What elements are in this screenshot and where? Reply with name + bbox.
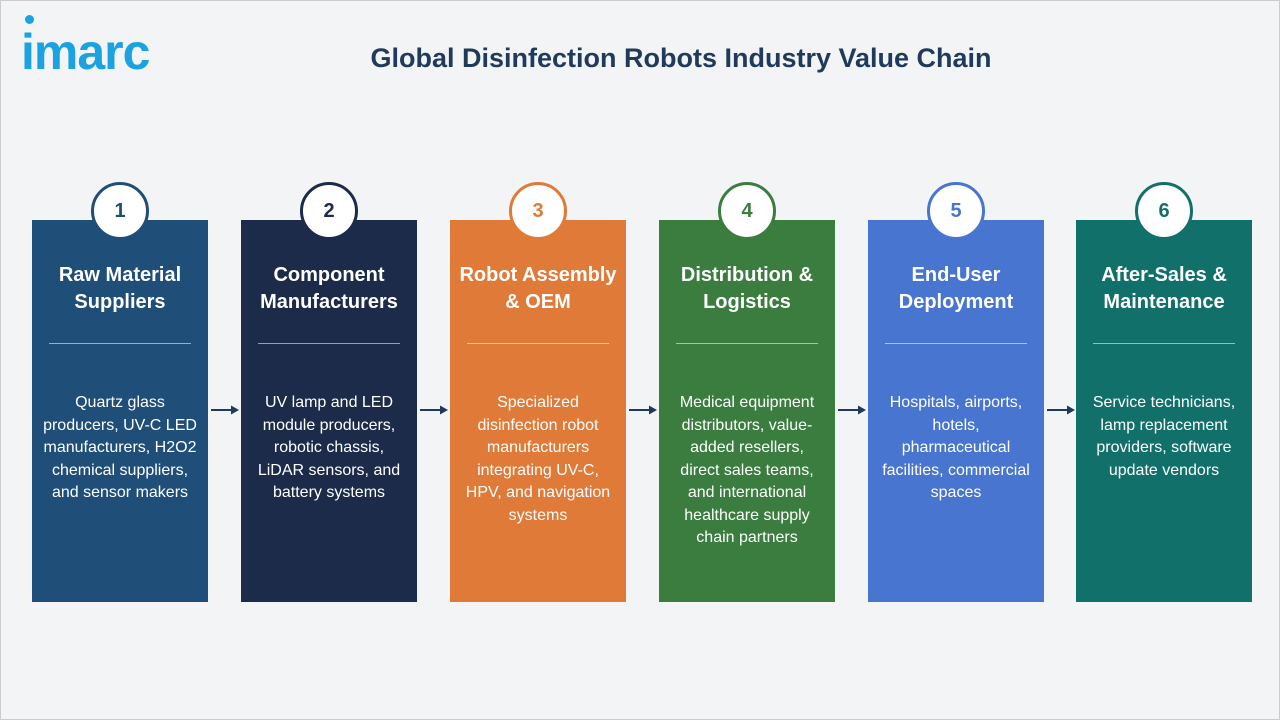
flow-arrow-icon	[629, 405, 657, 415]
stage-title-3: Robot Assembly & OEM	[459, 264, 617, 313]
flow-arrow-icon	[211, 405, 239, 415]
stage-card-5: End-User Deployment Hospitals, airports,…	[868, 220, 1044, 602]
stage-description-1: Quartz glass producers, UV-C LED manufac…	[43, 394, 197, 501]
stage-description-5: Hospitals, airports, hotels, pharmaceuti…	[882, 394, 1030, 501]
stage-card-1: Raw Material Suppliers Quartz glass prod…	[32, 220, 208, 602]
stage-divider-5	[885, 343, 1027, 344]
stage-number-badge-3: 3	[509, 182, 567, 240]
stage-title-4: Distribution & Logistics	[680, 264, 814, 313]
stage-divider-3	[467, 343, 609, 344]
stage-description-6: Service technicians, lamp replacement pr…	[1092, 394, 1236, 479]
page-title: Global Disinfection Robots Industry Valu…	[370, 43, 992, 73]
stage-number-badge-2: 2	[300, 182, 358, 240]
stage-divider-4	[676, 343, 818, 344]
flow-arrow-icon	[420, 405, 448, 415]
imarc-logo: imarc	[21, 24, 150, 80]
stage-card-3: Robot Assembly & OEM Specialized disinfe…	[450, 220, 626, 602]
stage-number-badge-4: 4	[718, 182, 776, 240]
stage-divider-2	[258, 343, 400, 344]
stage-description-3: Specialized disinfection robot manufactu…	[465, 394, 611, 524]
stage-description-4: Medical equipment distributors, value-ad…	[679, 394, 815, 546]
stage-title-5: End-User Deployment	[898, 264, 1014, 313]
stage-card-2: Component Manufacturers UV lamp and LED …	[241, 220, 417, 602]
flow-arrow-icon	[1047, 405, 1075, 415]
stage-title-1: Raw Material Suppliers	[58, 264, 182, 313]
stage-number-badge-1: 1	[91, 182, 149, 240]
stage-divider-6	[1093, 343, 1235, 344]
flow-arrow-icon	[838, 405, 866, 415]
stage-title-6: After-Sales & Maintenance	[1101, 264, 1227, 313]
stage-description-2: UV lamp and LED module producers, roboti…	[257, 394, 401, 501]
logo-dot	[25, 15, 34, 24]
stage-title-2: Component Manufacturers	[260, 264, 398, 313]
stage-card-4: Distribution & Logistics Medical equipme…	[659, 220, 835, 602]
stage-card-6: After-Sales & Maintenance Service techni…	[1076, 220, 1252, 602]
stage-number-badge-5: 5	[927, 182, 985, 240]
stage-number-badge-6: 6	[1135, 182, 1193, 240]
stage-divider-1	[49, 343, 191, 344]
